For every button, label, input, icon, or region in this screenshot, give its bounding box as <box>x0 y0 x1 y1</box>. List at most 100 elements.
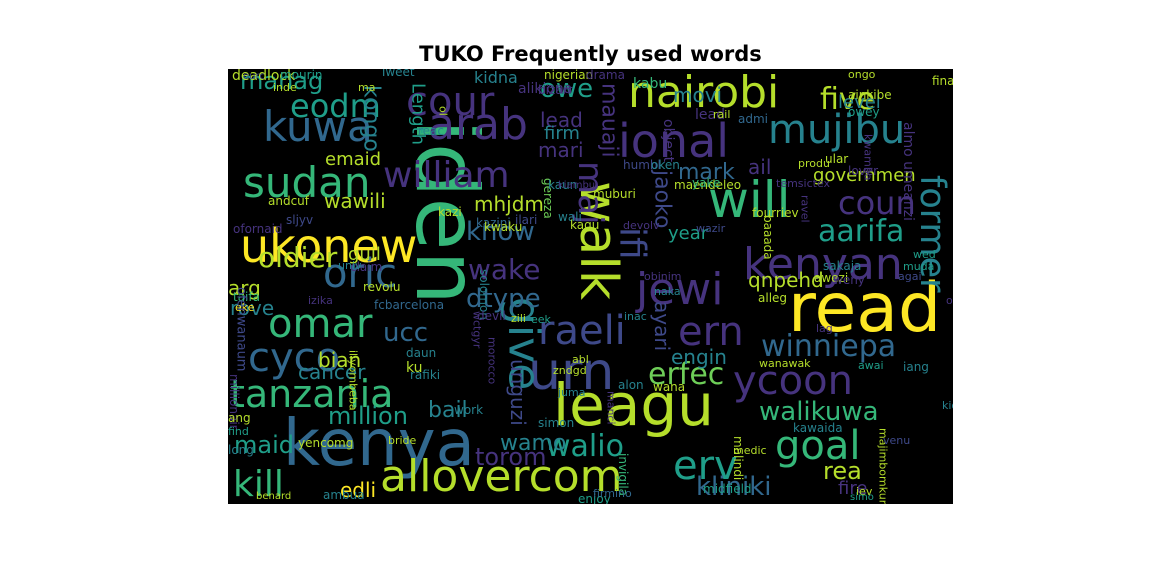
word-fire: fire <box>838 478 867 499</box>
word-alikiona: alikiona <box>518 81 572 97</box>
word-deadlock: deadlock <box>232 69 296 84</box>
word-maid: maid <box>234 431 294 459</box>
word-emaid: emaid <box>325 149 381 170</box>
word-raeli: raeli <box>538 308 626 354</box>
word-baaada: baaada <box>761 215 775 260</box>
word-eek: eek <box>531 313 552 326</box>
word-humbl: humbl <box>623 158 661 172</box>
word-yake: yake <box>692 176 720 190</box>
word-walikuwa: walikuwa <box>759 397 879 427</box>
word-millionair: millionair <box>228 374 241 430</box>
word-kliniki: kliniki <box>696 472 772 502</box>
word-kidna: kidna <box>474 69 518 87</box>
word-dtype: dtype <box>466 284 541 314</box>
word-medic: medic <box>733 444 767 457</box>
word-sakaja: sakaja <box>823 259 861 273</box>
word-ofenwanaum: ofenwanaum <box>234 287 249 371</box>
word-ofornaid: ofornaid <box>233 222 283 236</box>
word-ilari: ilari <box>515 213 537 227</box>
word-goal: goal <box>775 423 861 469</box>
word-lag: lag <box>816 322 833 335</box>
word-nigerian: nigerian <box>544 69 593 82</box>
word-kawaida: kawaida <box>793 421 843 435</box>
word-benard: benard <box>256 491 291 502</box>
word-wanawak: wanawak <box>759 357 811 370</box>
word-ainkibe: ainkibe <box>848 88 892 102</box>
word-firmino: firmino <box>593 487 632 500</box>
word-kill: kill <box>233 464 284 504</box>
word-enjoy: enjoy <box>578 492 611 504</box>
word-iden: iden <box>396 119 496 305</box>
word-length: Length <box>408 83 429 145</box>
word-million: million <box>328 402 408 430</box>
word-izika: izika <box>308 294 333 307</box>
word-walk: walk <box>568 181 628 300</box>
word-cancer: cancer <box>298 360 366 384</box>
word-admi: admi <box>738 112 768 126</box>
word-wctgyr: wctgyr <box>471 311 484 349</box>
word-rea: rea <box>823 457 862 485</box>
word-kazi: kazi <box>438 205 462 219</box>
word-manag: manag <box>240 69 323 95</box>
word-urn: urn <box>528 342 614 402</box>
word-maj: maj <box>570 161 610 224</box>
word-qnpehd: qnpehd <box>748 268 824 292</box>
word-kaun: kaun <box>548 178 577 192</box>
word-jewi: jewi <box>635 264 724 315</box>
word-inac: inac <box>624 310 647 323</box>
word-midfield: midfield <box>703 482 752 496</box>
word-tanzania: tanzania <box>230 372 393 416</box>
word-arab: arab <box>428 99 528 150</box>
word-yencomg: yencomg <box>298 436 353 450</box>
word-fcbarcelona: fcbarcelona <box>374 298 444 312</box>
word-almo-umeanzi: almo umeanzi <box>900 122 916 221</box>
word-drama: drama <box>586 69 625 82</box>
word-omar: omar <box>268 301 373 347</box>
word-long: long <box>228 443 254 457</box>
word-morocco: morocco <box>486 337 499 385</box>
word-owey: owey <box>848 105 880 119</box>
word-kagu: kagu <box>570 218 599 232</box>
word-oric: oric <box>323 251 397 297</box>
chart-title: TUKO Frequently used words <box>419 42 762 66</box>
word-wazir: wazir <box>696 222 726 235</box>
word-ional: ional <box>618 114 729 168</box>
word-lead: lead <box>695 107 725 123</box>
word-sljyv: sljyv <box>286 213 313 227</box>
word-ular: ular <box>825 152 848 166</box>
word-cloud: iden read leagu kenya walk jewi allovercom arab… <box>228 69 953 504</box>
word-erfec: erfec <box>648 357 724 392</box>
word-cour: cour <box>406 79 495 125</box>
word-ku: ku <box>406 360 423 376</box>
word-work: work <box>454 403 483 417</box>
word-rail: rail <box>713 108 730 121</box>
word-walio: walio <box>546 429 624 464</box>
word-arg: arg <box>228 276 261 300</box>
word-mhjdm: mhjdm <box>474 192 544 216</box>
word-object: object <box>660 119 676 163</box>
word-kabu: kabu <box>633 76 667 92</box>
word-mari: mari <box>538 138 584 162</box>
word-ucc: ucc <box>383 318 428 348</box>
word-governmen: governmen <box>813 165 916 186</box>
word-rafiki: rafiki <box>410 368 440 382</box>
word-mauaji: mauaji <box>597 83 622 158</box>
word-mark: mark <box>678 160 735 185</box>
word-cloud-canvas: iden read leagu kenya walk jewi allovercom arab… <box>228 69 953 504</box>
word-agai: agai <box>898 270 922 283</box>
word-kazini: kazini <box>476 216 511 230</box>
word-juma: juma <box>557 386 585 399</box>
word-kuwa: kuwa <box>263 102 373 151</box>
word-ongo: ongo <box>848 69 876 81</box>
word-alon: alon <box>618 378 644 392</box>
word-give: give <box>499 297 550 390</box>
word-devolv: devolv <box>623 219 660 232</box>
word-kiambu: kiambu <box>558 180 595 191</box>
word-wawili: wawili <box>324 189 386 213</box>
word-oldier: oldier <box>258 241 338 274</box>
word-muda: muda <box>903 260 934 273</box>
word-inde: inde <box>273 81 297 94</box>
word-officialgmfc: officialgmfc <box>946 294 953 307</box>
word-zndgd: zndgd <box>553 364 587 377</box>
word-awai: awai <box>858 359 884 372</box>
